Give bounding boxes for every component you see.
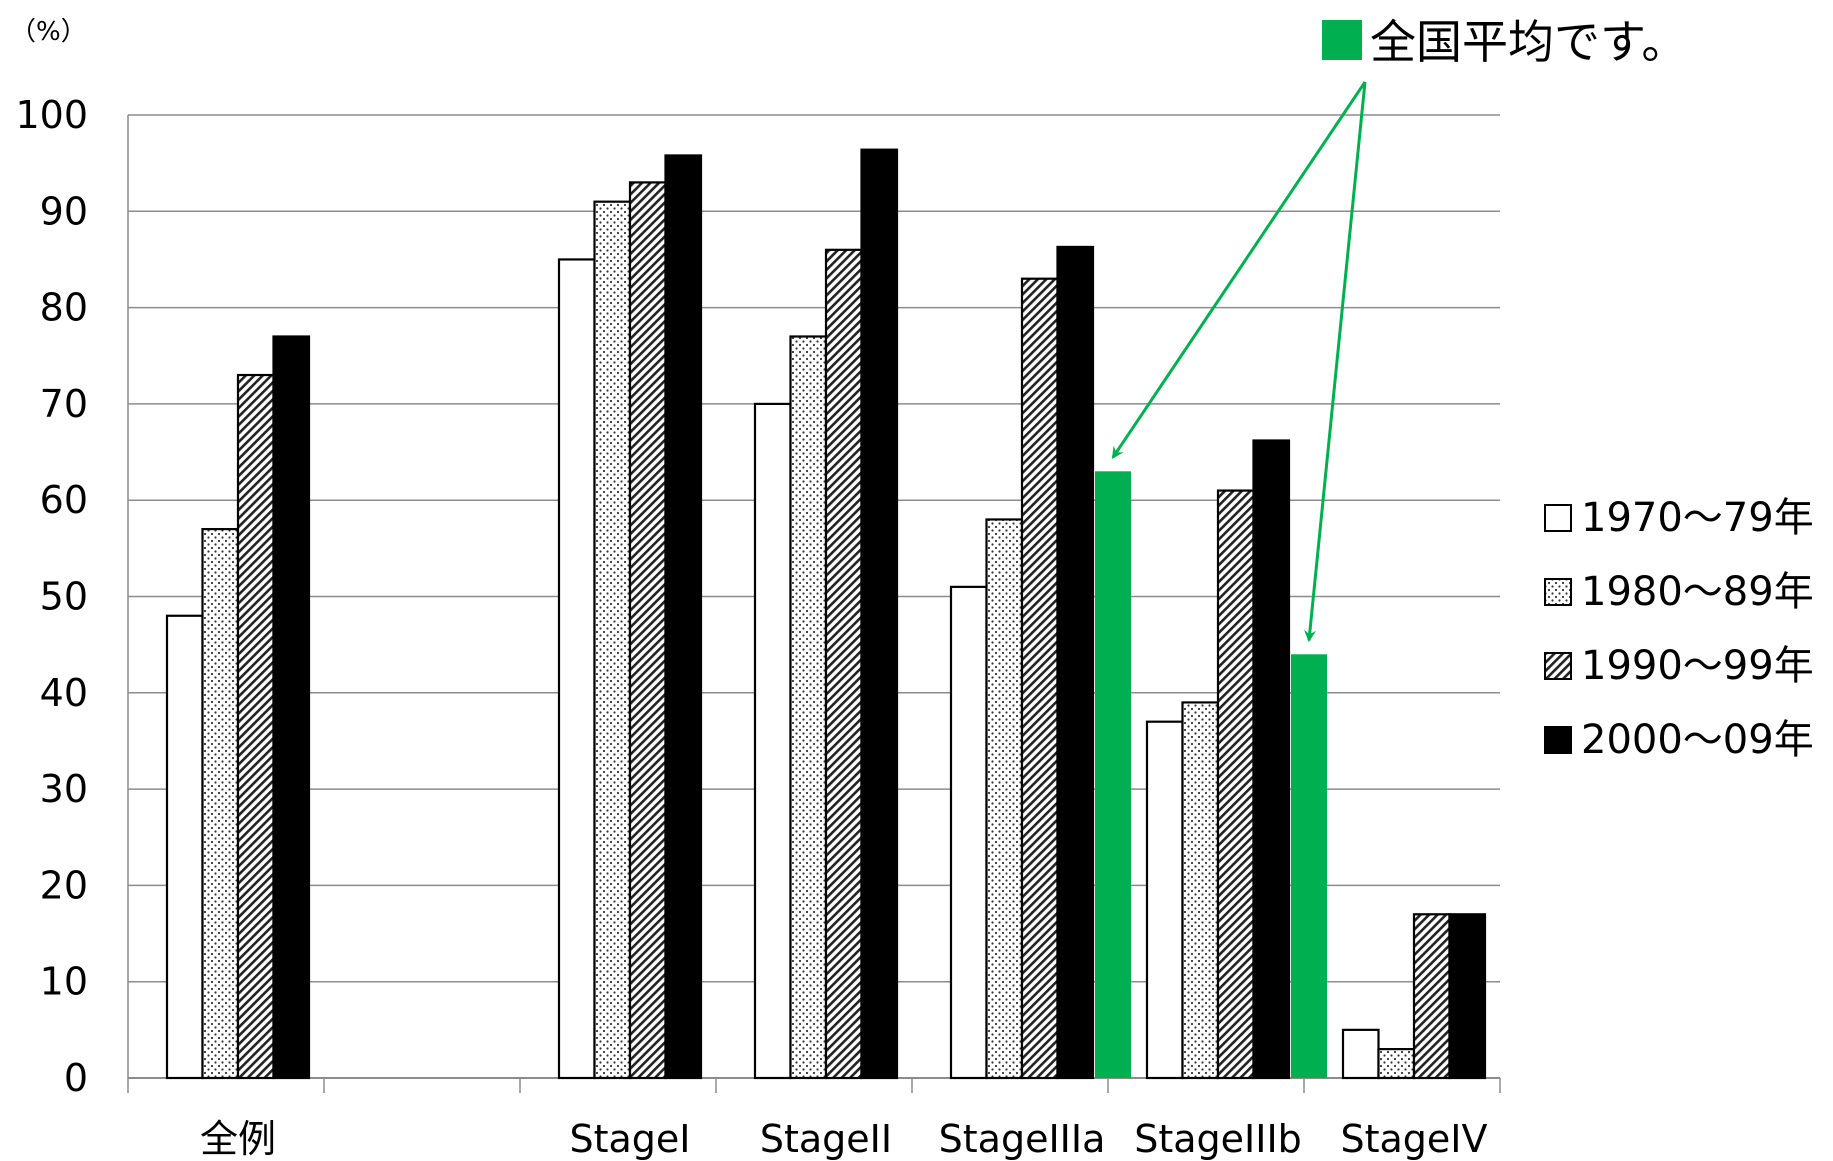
category-label: StageIIIa <box>939 1117 1106 1161</box>
category-label: StageIV <box>1340 1117 1487 1161</box>
y-tick-label: 30 <box>40 767 88 811</box>
y-tick-label: 50 <box>40 575 88 619</box>
bar-dots <box>1181 701 1220 1080</box>
bar-black <box>860 148 899 1080</box>
bar-white <box>949 585 988 1080</box>
y-tick-label: 10 <box>40 960 88 1004</box>
category-label: StageI <box>569 1117 690 1161</box>
bar-black <box>1252 439 1291 1080</box>
y-tick-label: 40 <box>40 671 88 715</box>
bar-dots <box>789 335 828 1080</box>
annotation-arrow <box>1111 81 1367 459</box>
legend-label: 1970〜79年 <box>1581 495 1814 541</box>
bar-dots <box>1377 1048 1416 1080</box>
bar-hatch <box>1412 913 1451 1080</box>
bar-hatch <box>824 248 863 1080</box>
national-average-swatch <box>1322 20 1362 60</box>
national-average-bar <box>1291 654 1327 1078</box>
bar-white <box>1341 1028 1380 1080</box>
bar-black <box>664 154 703 1080</box>
legend-swatch-white <box>1544 504 1572 532</box>
annotation-arrows <box>1111 81 1367 643</box>
national-average-bars <box>1095 471 1327 1078</box>
y-tick-label: 0 <box>64 1056 88 1100</box>
y-tick-label: 80 <box>40 286 88 330</box>
y-tick-label: 100 <box>15 93 88 137</box>
bar-black <box>272 335 311 1080</box>
bar-white <box>557 258 596 1080</box>
legend: 1970〜79年 1980〜89年 1990〜99年 2000〜09年 <box>1544 495 1814 763</box>
y-tick-label: 60 <box>40 478 88 522</box>
legend-label: 1980〜89年 <box>1581 569 1814 615</box>
bars <box>165 148 1487 1080</box>
category-label: 全例 <box>200 1117 276 1161</box>
bar-white <box>1145 720 1184 1080</box>
national-average-bar <box>1095 471 1131 1078</box>
legend-label: 1990〜99年 <box>1581 643 1814 689</box>
bar-dots <box>985 518 1024 1080</box>
y-tick-label: 70 <box>40 382 88 426</box>
legend-swatch-dots <box>1544 578 1572 606</box>
national-average-note: 全国平均です。 <box>1322 15 1687 69</box>
bar-black <box>1448 913 1487 1080</box>
bar-black <box>1056 245 1095 1080</box>
y-tick-label: 20 <box>40 863 88 907</box>
bar-dots <box>201 527 240 1080</box>
category-label: StageII <box>760 1117 892 1161</box>
bar-hatch <box>628 181 667 1080</box>
bar-hatch <box>1216 489 1255 1080</box>
bar-white <box>753 402 792 1080</box>
unit-label: （%） <box>10 17 87 47</box>
y-tick-label: 90 <box>40 189 88 233</box>
bar-hatch <box>236 373 275 1080</box>
legend-swatch-hatch <box>1544 652 1572 680</box>
legend-swatch-black <box>1544 726 1572 754</box>
y-axis-tick-labels: 0 10 20 30 40 50 60 70 80 90 100 <box>15 93 88 1100</box>
bar-hatch <box>1020 277 1059 1080</box>
category-label: StageIIIb <box>1134 1117 1302 1161</box>
legend-label: 2000〜09年 <box>1581 717 1814 763</box>
national-average-note-text: 全国平均です。 <box>1370 15 1687 69</box>
bar-dots <box>593 200 632 1080</box>
bar-white <box>165 614 204 1080</box>
category-labels: 全例 StageI StageII StageIIIa StageIIIb StageIV <box>200 1117 1488 1161</box>
annotation-arrow <box>1304 81 1367 643</box>
